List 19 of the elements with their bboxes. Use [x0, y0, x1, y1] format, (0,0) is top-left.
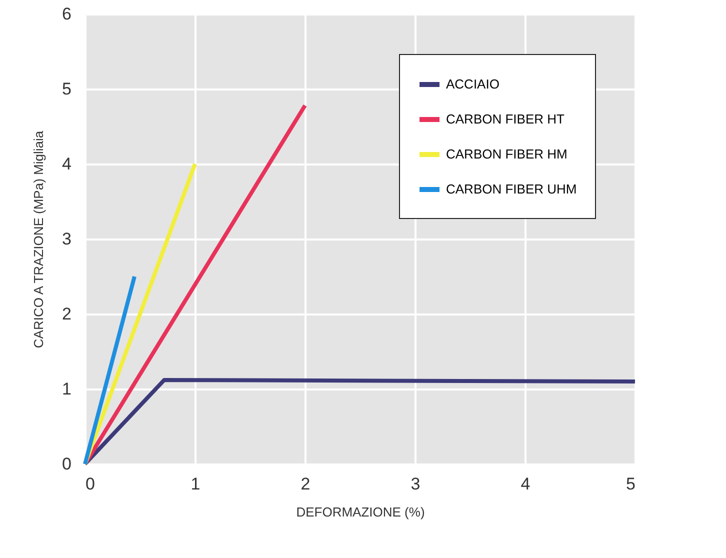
x-tick-label: 5 — [626, 474, 636, 494]
x-tick-label: 2 — [300, 474, 310, 494]
y-tick-label: 1 — [62, 380, 72, 398]
y-tick-label: 5 — [62, 80, 72, 98]
x-tick-label: 4 — [520, 474, 530, 494]
legend-label: CARBON FIBER HT — [446, 112, 565, 126]
y-tick-label: 4 — [62, 154, 72, 174]
x-tick-label: 0 — [86, 474, 95, 494]
y-axis-title: CARICO A TRAZIONE (MPa) Migliaia — [31, 130, 46, 348]
x-tick-label: 1 — [190, 474, 200, 494]
legend-label: CARBON FIBER HM — [446, 146, 568, 162]
x-axis-title: DEFORMAZIONE (%) — [296, 504, 425, 520]
y-tick-label: 6 — [62, 4, 72, 24]
x-tick-label: 3 — [410, 474, 420, 494]
y-tick-label: 3 — [62, 230, 72, 248]
y-tick-label: 2 — [62, 304, 72, 324]
legend-label: ACCIAIO — [446, 76, 500, 92]
y-tick-label: 0 — [62, 454, 72, 474]
legend-label: CARBON FIBER UHM — [446, 182, 577, 196]
